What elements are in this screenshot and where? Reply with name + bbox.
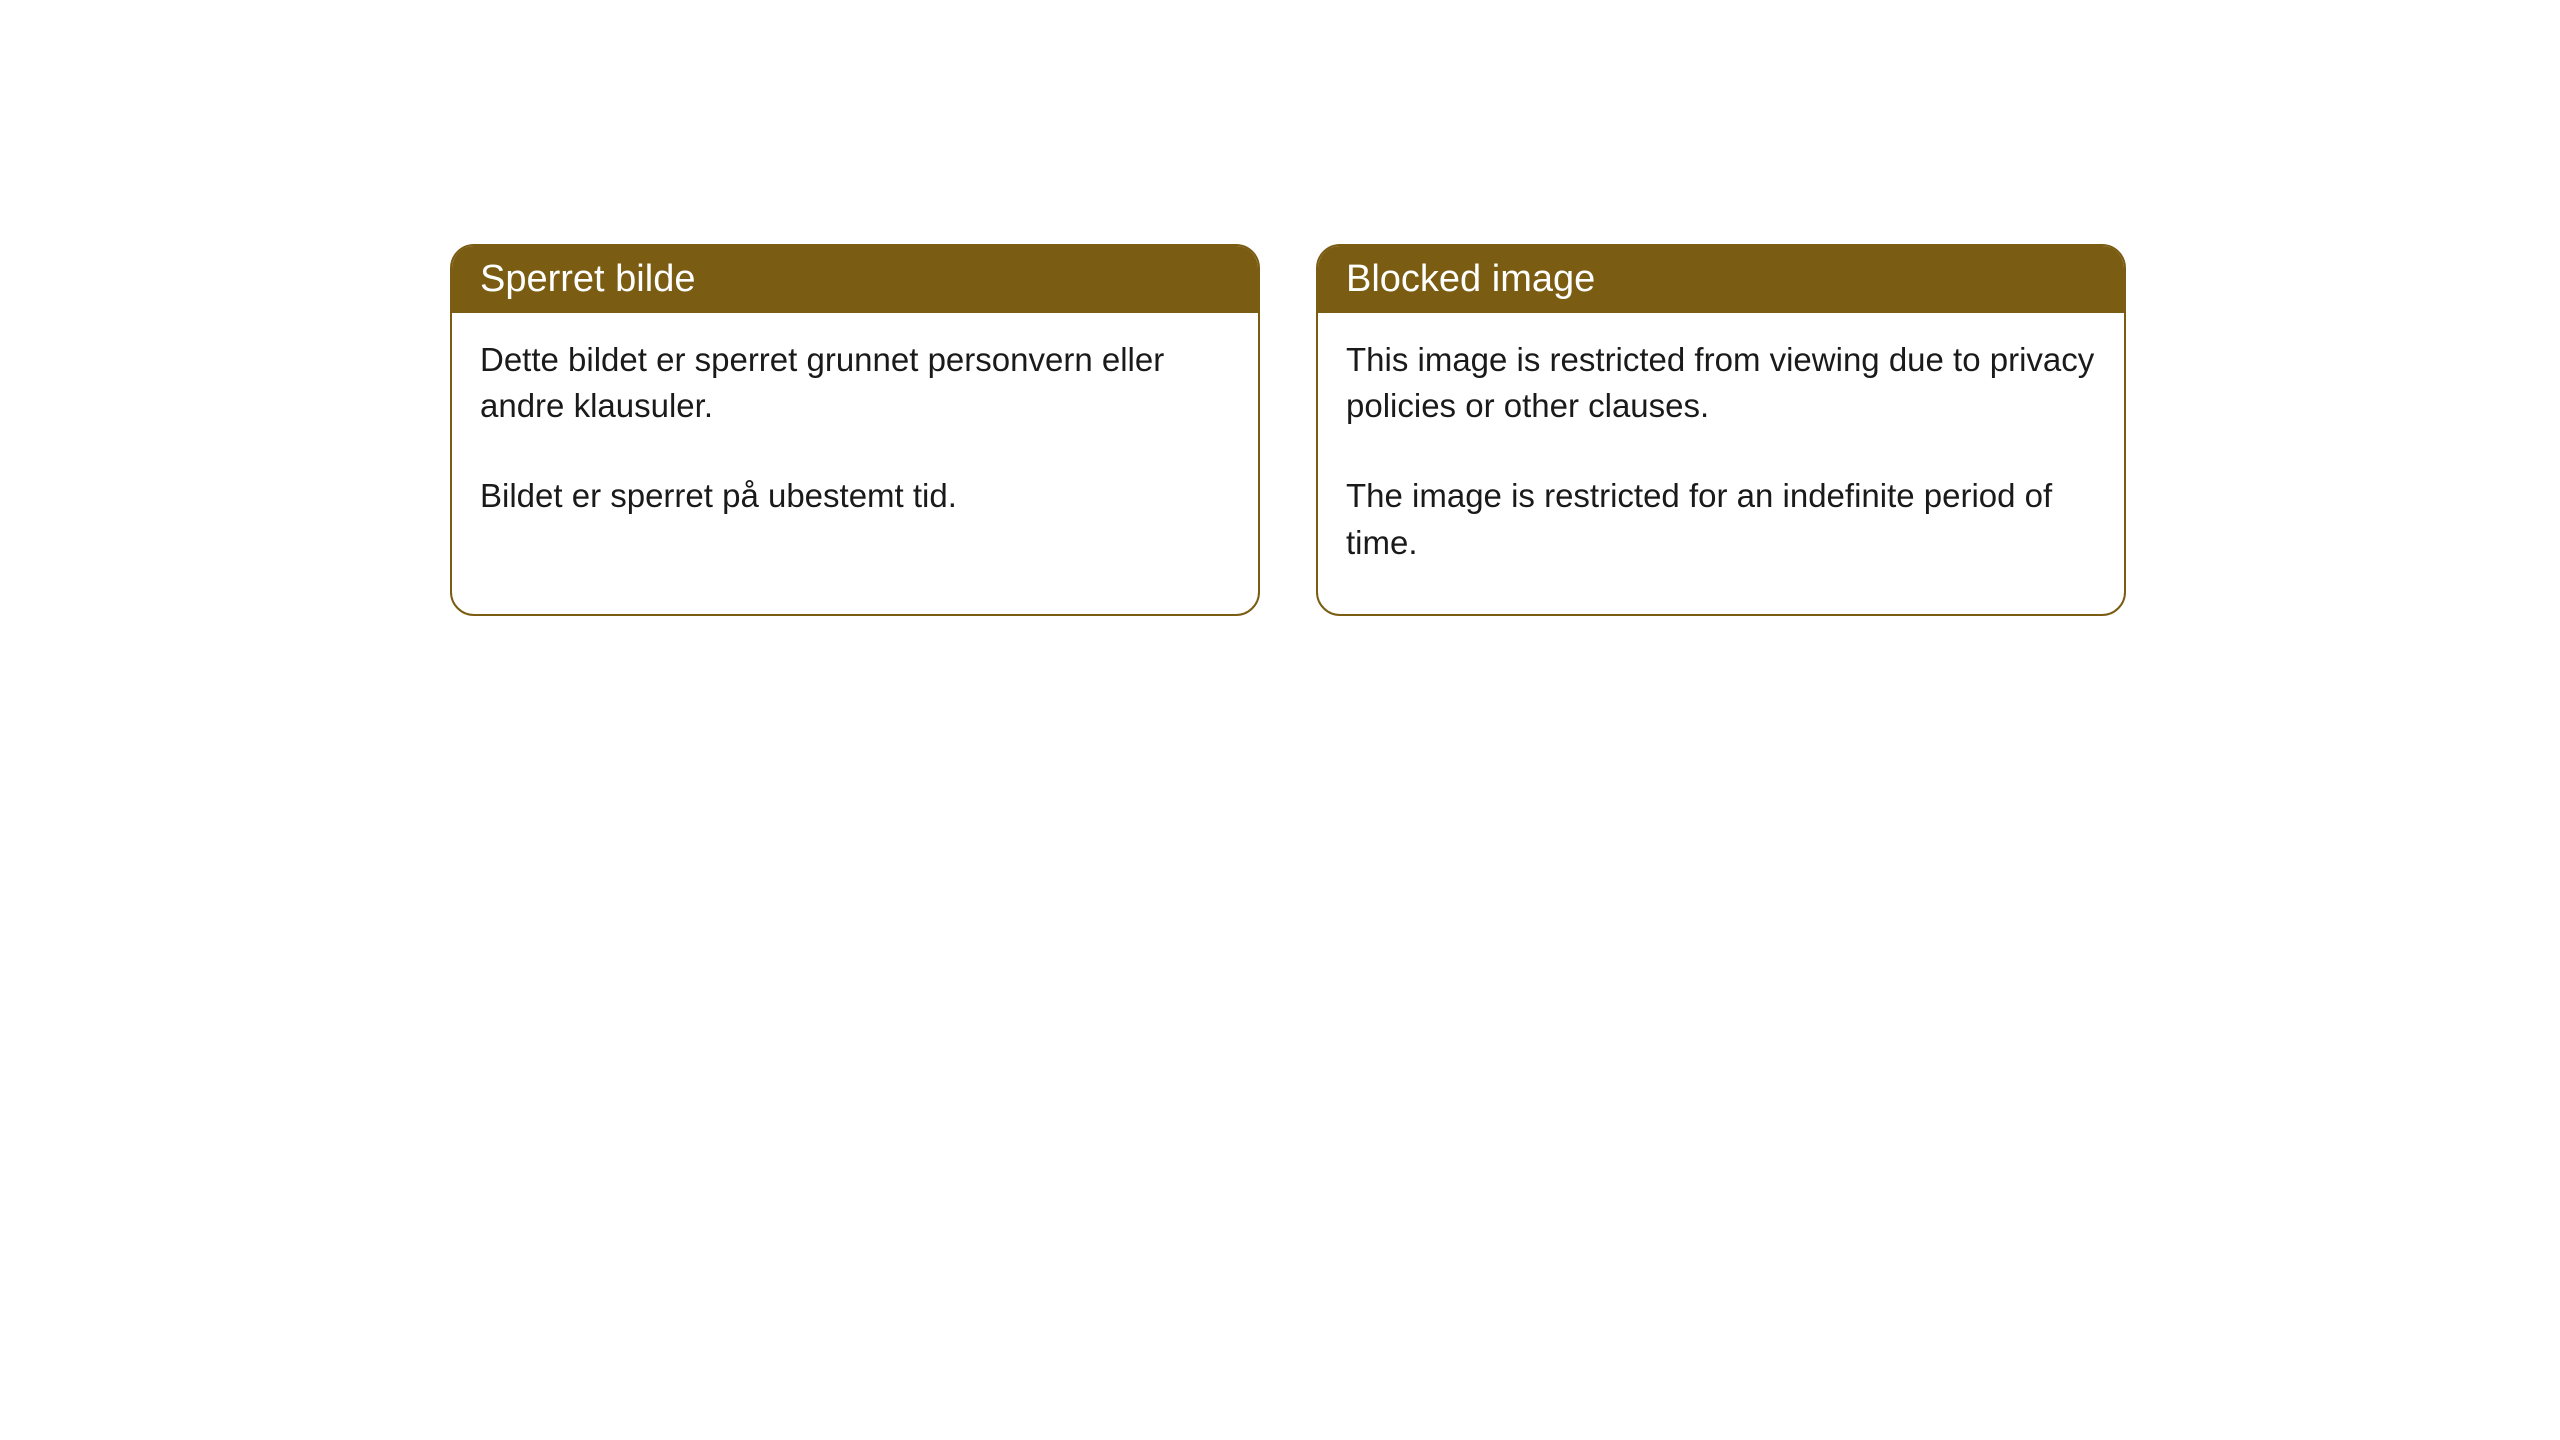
blocked-image-card-norwegian: Sperret bilde Dette bildet er sperret gr…: [450, 244, 1260, 616]
card-title: Blocked image: [1346, 258, 1595, 300]
card-header: Sperret bilde: [452, 246, 1258, 313]
card-paragraph-2: Bildet er sperret på ubestemt tid.: [480, 473, 1230, 519]
card-body: This image is restricted from viewing du…: [1318, 313, 2124, 614]
card-header: Blocked image: [1318, 246, 2124, 313]
blocked-image-card-english: Blocked image This image is restricted f…: [1316, 244, 2126, 616]
card-paragraph-1: This image is restricted from viewing du…: [1346, 337, 2096, 429]
card-title: Sperret bilde: [480, 258, 695, 300]
card-paragraph-1: Dette bildet er sperret grunnet personve…: [480, 337, 1230, 429]
card-paragraph-2: The image is restricted for an indefinit…: [1346, 473, 2096, 565]
card-body: Dette bildet er sperret grunnet personve…: [452, 313, 1258, 568]
cards-container: Sperret bilde Dette bildet er sperret gr…: [0, 0, 2560, 616]
